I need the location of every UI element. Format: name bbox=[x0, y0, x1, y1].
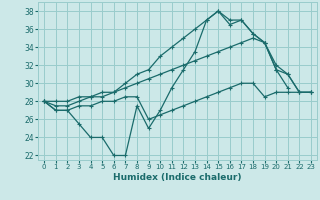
X-axis label: Humidex (Indice chaleur): Humidex (Indice chaleur) bbox=[113, 173, 242, 182]
